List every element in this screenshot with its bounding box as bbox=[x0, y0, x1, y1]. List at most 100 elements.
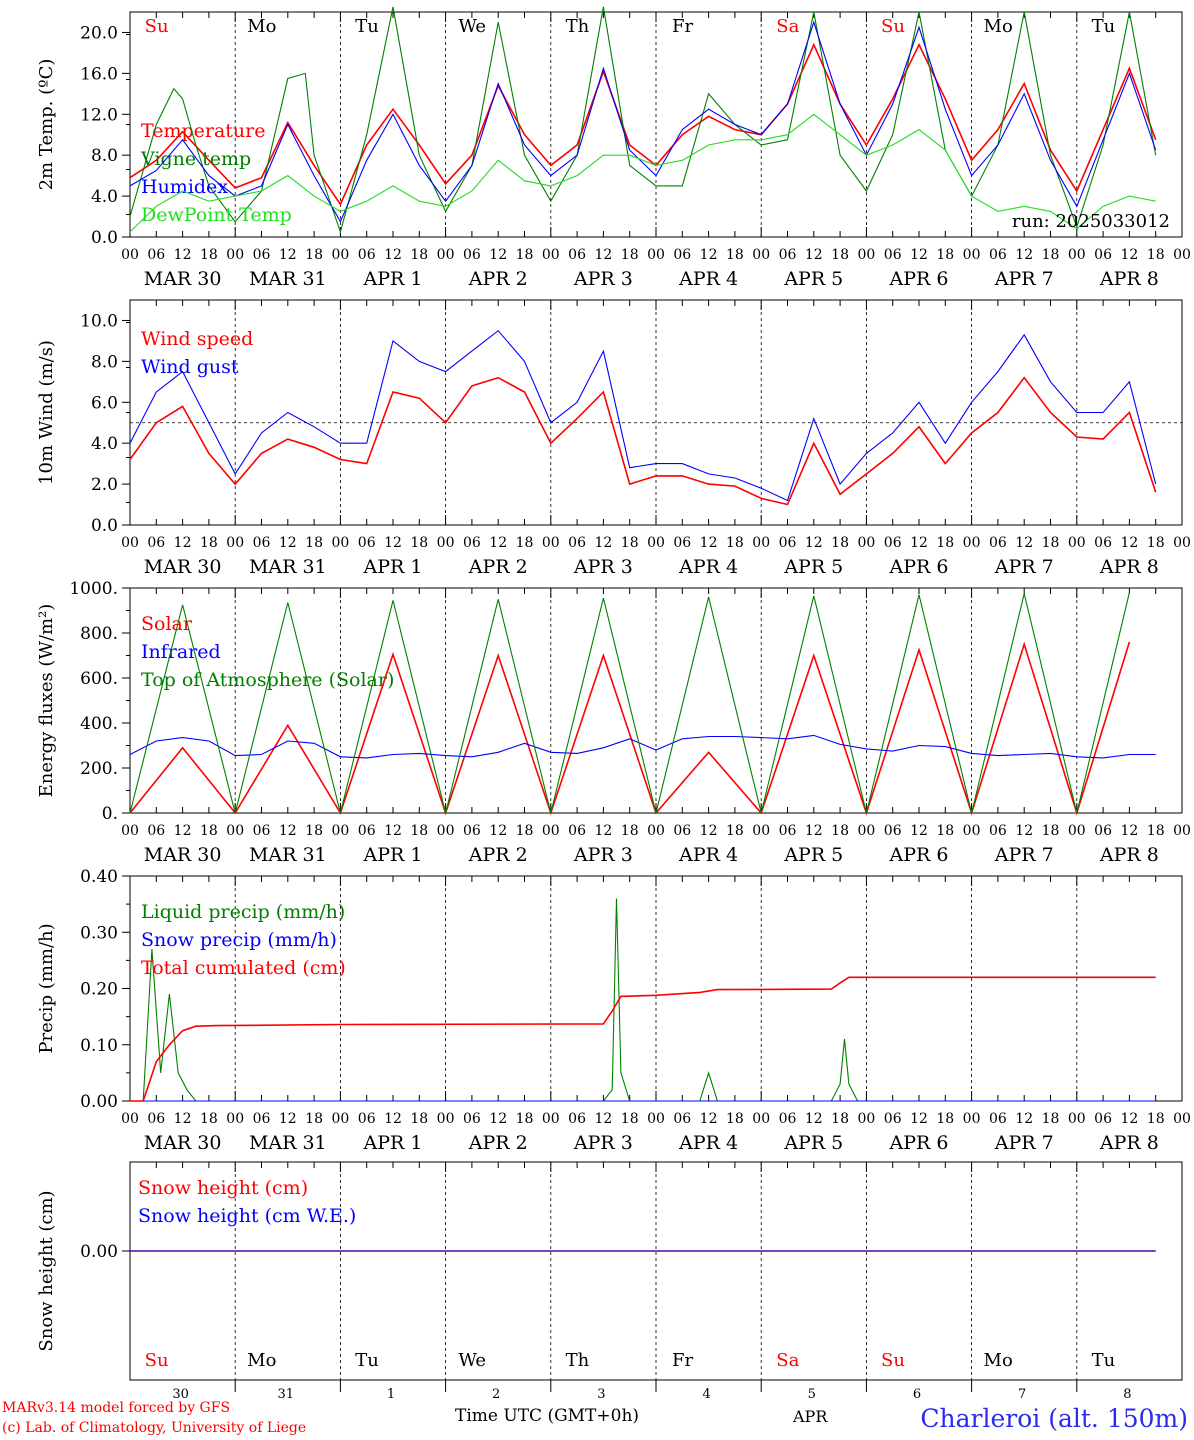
hour-tick-label: 18 bbox=[831, 823, 849, 839]
hour-tick-label: 06 bbox=[358, 247, 376, 263]
hour-tick-label: 06 bbox=[1094, 1111, 1112, 1127]
hour-tick-label: 18 bbox=[1147, 247, 1165, 263]
hour-tick-label: 00 bbox=[121, 1111, 139, 1127]
series-line-0 bbox=[129, 376, 1157, 506]
hour-tick-label: 12 bbox=[384, 247, 402, 263]
weekday-label: Tu bbox=[355, 16, 379, 37]
legend-entry: Temperature bbox=[141, 120, 265, 142]
weekday-label: Mo bbox=[984, 16, 1013, 37]
y-axis-label: Precip (mm/h) bbox=[36, 923, 57, 1053]
day-number-label: 30 bbox=[172, 1387, 189, 1402]
hour-tick-label: 12 bbox=[1015, 247, 1033, 263]
y-tick-label: 8.0 bbox=[91, 352, 118, 372]
hour-tick-label: 12 bbox=[174, 535, 192, 551]
hour-tick-label: 06 bbox=[989, 1111, 1007, 1127]
weekday-label: Mo bbox=[984, 1350, 1013, 1371]
hour-tick-label: 18 bbox=[726, 247, 744, 263]
legend-entry: Humidex bbox=[141, 176, 228, 198]
hour-tick-label: 06 bbox=[884, 535, 902, 551]
date-label: APR 2 bbox=[468, 1132, 528, 1154]
day-number-label: 1 bbox=[387, 1387, 395, 1402]
hour-tick-label: 12 bbox=[1120, 823, 1138, 839]
hour-tick-label: 18 bbox=[1042, 535, 1060, 551]
hour-tick-label: 00 bbox=[1068, 1111, 1086, 1127]
hour-tick-label: 06 bbox=[673, 823, 691, 839]
hour-tick-label: 06 bbox=[463, 1111, 481, 1127]
hour-tick-label: 06 bbox=[673, 1111, 691, 1127]
hour-tick-label: 18 bbox=[305, 1111, 323, 1127]
hour-tick-label: 12 bbox=[910, 823, 928, 839]
hour-tick-label: 00 bbox=[752, 247, 770, 263]
hour-tick-label: 12 bbox=[279, 823, 297, 839]
y-tick-label: 200. bbox=[80, 759, 118, 779]
hour-tick-label: 06 bbox=[884, 823, 902, 839]
hour-tick-label: 12 bbox=[1015, 1111, 1033, 1127]
series-line-1 bbox=[129, 329, 1157, 502]
hour-tick-label: 18 bbox=[200, 247, 218, 263]
date-label: APR 7 bbox=[994, 844, 1054, 866]
hour-tick-label: 12 bbox=[279, 247, 297, 263]
weekday-label: Th bbox=[566, 1350, 590, 1371]
legend-entry: Total cumulated (cm) bbox=[141, 957, 346, 979]
legend-entry: Snow height (cm) bbox=[138, 1177, 308, 1199]
legend-entry: Wind speed bbox=[141, 328, 253, 350]
series-line-2 bbox=[129, 20, 1157, 223]
hour-tick-label: 18 bbox=[831, 535, 849, 551]
hour-tick-label: 12 bbox=[700, 823, 718, 839]
hour-tick-label: 18 bbox=[726, 823, 744, 839]
hour-tick-label: 12 bbox=[1120, 1111, 1138, 1127]
date-label: APR 7 bbox=[994, 268, 1054, 290]
series-line-2 bbox=[130, 976, 1156, 1102]
hour-tick-label: 00 bbox=[121, 535, 139, 551]
hour-tick-label: 06 bbox=[779, 1111, 797, 1127]
y-tick-label: 6.0 bbox=[91, 393, 118, 413]
hour-tick-label: 00 bbox=[963, 823, 981, 839]
hour-tick-label: 18 bbox=[516, 535, 534, 551]
weekday-label: Su bbox=[145, 1350, 169, 1371]
weekday-label: Fr bbox=[672, 1350, 693, 1371]
date-label: MAR 30 bbox=[144, 268, 222, 290]
weekday-label: We bbox=[458, 1350, 486, 1371]
date-label: APR 3 bbox=[573, 844, 633, 866]
run-annotation: run: 2025033012 bbox=[1012, 211, 1170, 232]
hour-tick-label: 12 bbox=[174, 247, 192, 263]
y-tick-label: 0.20 bbox=[80, 980, 118, 1000]
date-label: APR 5 bbox=[783, 556, 843, 578]
date-label: APR 1 bbox=[363, 844, 423, 866]
hour-tick-label: 00 bbox=[647, 535, 665, 551]
y-tick-label: 1000. bbox=[69, 579, 118, 599]
hour-tick-label: 06 bbox=[989, 823, 1007, 839]
hour-tick-label: 12 bbox=[1015, 823, 1033, 839]
legend-entry: Infrared bbox=[141, 641, 221, 663]
y-tick-label: 800. bbox=[80, 624, 118, 644]
hour-tick-label: 06 bbox=[568, 247, 586, 263]
hour-tick-label: 00 bbox=[752, 535, 770, 551]
y-tick-label: 0.30 bbox=[80, 923, 118, 943]
date-label: APR 1 bbox=[363, 1132, 423, 1154]
series-line-1 bbox=[129, 734, 1156, 759]
hour-tick-label: 00 bbox=[437, 247, 455, 263]
hour-tick-label: 12 bbox=[910, 535, 928, 551]
hour-tick-label: 00 bbox=[1173, 1111, 1191, 1127]
legend-entry: DewPoint Temp bbox=[141, 204, 292, 226]
hour-tick-label: 12 bbox=[594, 823, 612, 839]
legend-entry: Vigne temp bbox=[140, 148, 251, 170]
series-line-0 bbox=[130, 898, 859, 1102]
legend-entry: Wind gust bbox=[141, 356, 239, 378]
hour-tick-label: 00 bbox=[857, 247, 875, 263]
hour-tick-label: 18 bbox=[621, 247, 639, 263]
hour-tick-label: 06 bbox=[673, 535, 691, 551]
hour-tick-label: 00 bbox=[857, 823, 875, 839]
hour-tick-label: 12 bbox=[700, 535, 718, 551]
date-label: APR 7 bbox=[994, 1132, 1054, 1154]
hour-tick-label: 06 bbox=[147, 1111, 165, 1127]
hour-tick-label: 18 bbox=[726, 1111, 744, 1127]
hour-tick-label: 06 bbox=[147, 823, 165, 839]
hour-tick-label: 06 bbox=[1094, 247, 1112, 263]
hour-tick-label: 06 bbox=[147, 535, 165, 551]
date-label: APR 1 bbox=[363, 556, 423, 578]
date-label: MAR 30 bbox=[144, 556, 222, 578]
hour-tick-label: 06 bbox=[989, 247, 1007, 263]
date-label: APR 6 bbox=[889, 1132, 949, 1154]
hour-tick-label: 00 bbox=[331, 535, 349, 551]
